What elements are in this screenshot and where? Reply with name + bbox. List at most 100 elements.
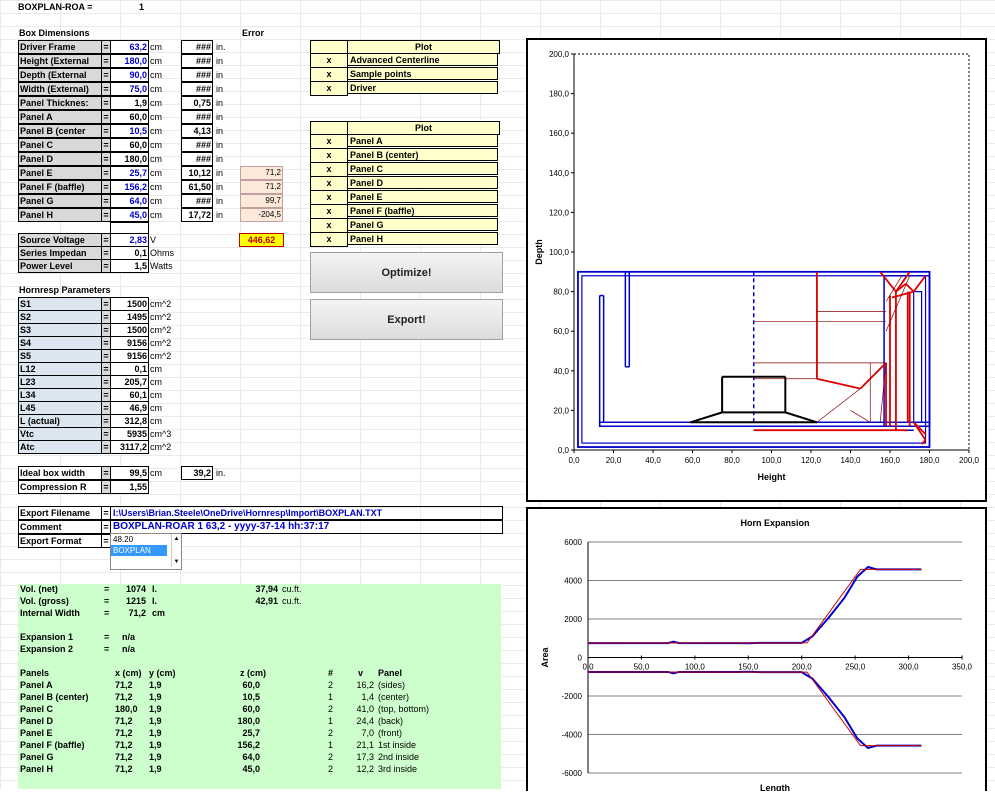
panel-cell: Panel D: [20, 716, 54, 726]
plot-checkbox[interactable]: x: [310, 81, 348, 96]
expansion2-label: Expansion 2: [20, 644, 74, 654]
plot-checkbox[interactable]: x: [310, 67, 348, 82]
ideal-in[interactable]: 39,2: [181, 466, 213, 480]
hornresp-value: 1500: [110, 297, 149, 311]
dim-value[interactable]: 45,0: [110, 208, 149, 222]
horn-path: [913, 421, 927, 435]
panel-cell: 2: [328, 764, 334, 774]
vol-gross-cuft-unit: cu.ft.: [282, 596, 302, 606]
dim-unit: cm: [150, 126, 162, 136]
construction-line: [879, 362, 887, 423]
top-value[interactable]: 1: [139, 2, 145, 12]
export-button[interactable]: Export!: [310, 299, 503, 340]
plot-checkbox[interactable]: x: [310, 53, 348, 68]
panel-cell: 1,9: [149, 728, 162, 738]
plot-checkbox[interactable]: x: [310, 190, 348, 205]
source-value[interactable]: 0,1: [110, 246, 149, 260]
panel-cell: 17,3: [356, 752, 374, 762]
source-value[interactable]: 2,83: [110, 233, 149, 247]
plot-checkbox[interactable]: x: [310, 204, 348, 219]
plot-checkbox[interactable]: x: [310, 176, 348, 191]
hornresp-label: L45: [18, 401, 103, 415]
x-tick-label: 200,0: [792, 663, 813, 672]
dim-value[interactable]: 156,2: [110, 180, 149, 194]
panel-cell: 1,4: [361, 692, 374, 702]
compression-value[interactable]: 1,55: [110, 480, 149, 494]
ideal-value[interactable]: 99,5: [110, 466, 149, 480]
plot-item-label: Driver: [347, 81, 498, 94]
panel-cell: 71,2: [115, 680, 133, 690]
dim-value[interactable]: 180,0: [110, 152, 149, 166]
hornresp-unit: cm: [150, 377, 162, 387]
plot-checkbox[interactable]: x: [310, 162, 348, 177]
dim-value[interactable]: 90,0: [110, 68, 149, 82]
x-tick-label: 200,0: [959, 456, 980, 465]
plot-checkbox[interactable]: x: [310, 148, 348, 163]
scroll-down-icon[interactable]: ▼: [173, 559, 180, 565]
panel-cell: 45,0: [242, 764, 260, 774]
plot2-corner: [310, 121, 348, 135]
horn-expansion-chart[interactable]: Horn Expansion 6000 4000 2000 0 -2000 -4000 -60…: [526, 507, 987, 793]
dim-inch-unit: in: [216, 70, 224, 80]
plot-checkbox[interactable]: x: [310, 232, 348, 247]
optimize-button[interactable]: Optimize!: [310, 252, 503, 293]
dim-value[interactable]: 60,0: [110, 110, 149, 124]
boxplan-svg: 0,0 20,0 40,0 60,0 80,0 100,0 120,0 140,0 160,0 1…: [534, 50, 980, 482]
panel-cell: 71,2: [115, 740, 133, 750]
dim-value[interactable]: 60,0: [110, 138, 149, 152]
hornresp-value: 9156: [110, 336, 149, 350]
comment-field[interactable]: BOXPLAN-ROAR 1 63,2 - yyyy-37-14 hh:37:1…: [110, 520, 503, 534]
x-tick-label: 140,0: [840, 456, 861, 465]
source-unit: Watts: [150, 261, 173, 271]
panel-cell: 10,5: [242, 692, 260, 702]
horn-path: [879, 271, 897, 293]
ideal-label: Ideal box width: [18, 466, 103, 480]
panel-cell: 180,0: [237, 716, 260, 726]
dim-value[interactable]: 1,9: [110, 96, 149, 110]
panel-cell: Panel E: [20, 728, 53, 738]
panel-cell: 16,2: [356, 680, 374, 690]
format-option-1[interactable]: 48.20: [113, 535, 134, 544]
export-format-listbox[interactable]: 48.20 BOXPLAN ▲ ▼: [110, 533, 182, 570]
dim-value[interactable]: 64,0: [110, 194, 149, 208]
dim-value[interactable]: 180,0: [110, 54, 149, 68]
dim-unit: cm: [150, 210, 162, 220]
panels-header-panel: Panel: [378, 668, 403, 678]
dim-value[interactable]: 25,7: [110, 166, 149, 180]
plot2-title: Plot: [347, 121, 500, 135]
panel-cell: 1,9: [149, 716, 162, 726]
series-line-upper: [588, 565, 922, 645]
hornresp-value: 312,8: [110, 414, 149, 428]
dim-value[interactable]: 63,2: [110, 40, 149, 54]
plot-checkbox[interactable]: x: [310, 218, 348, 233]
y-tick-label: 20,0: [553, 406, 569, 415]
x-axis-label: Height: [758, 472, 786, 482]
dim-unit: cm: [150, 84, 162, 94]
error-total: 446,62: [239, 233, 284, 247]
y-tick-label: 200,0: [549, 50, 570, 59]
y-tick-label: 0: [578, 654, 583, 663]
horn-path: [912, 275, 927, 293]
scroll-up-icon[interactable]: ▲: [173, 536, 180, 542]
boxplan-chart[interactable]: 0,0 20,0 40,0 60,0 80,0 100,0 120,0 140,0 160,0 1…: [526, 38, 987, 502]
source-value[interactable]: 1,5: [110, 259, 149, 273]
source-label: Source Voltage: [18, 233, 103, 247]
listbox-scrollbar[interactable]: ▲ ▼: [171, 534, 181, 567]
hornresp-label: S4: [18, 336, 103, 350]
format-option-2[interactable]: BOXPLAN: [111, 545, 167, 556]
dim-value[interactable]: 75,0: [110, 82, 149, 96]
horn-path: [895, 271, 911, 293]
dim-inch: 0,75: [181, 96, 213, 110]
y-tick-label: 6000: [564, 538, 582, 547]
y-tick-label: 100,0: [549, 248, 570, 257]
y-tick-label: 180,0: [549, 90, 570, 99]
panel-cell: 60,0: [242, 680, 260, 690]
panel-cell: Panel C: [20, 704, 54, 714]
plot-checkbox[interactable]: x: [310, 134, 348, 149]
export-filename-field[interactable]: I:\Users\Brian.Steele\OneDrive\Hornresp\…: [110, 506, 503, 520]
dim-label: Depth (External: [18, 68, 103, 82]
y-tick-label: 2000: [564, 615, 582, 624]
panels-header-z: z (cm): [240, 668, 267, 678]
dim-value[interactable]: 10,5: [110, 124, 149, 138]
panel-cell: (front): [378, 728, 403, 738]
